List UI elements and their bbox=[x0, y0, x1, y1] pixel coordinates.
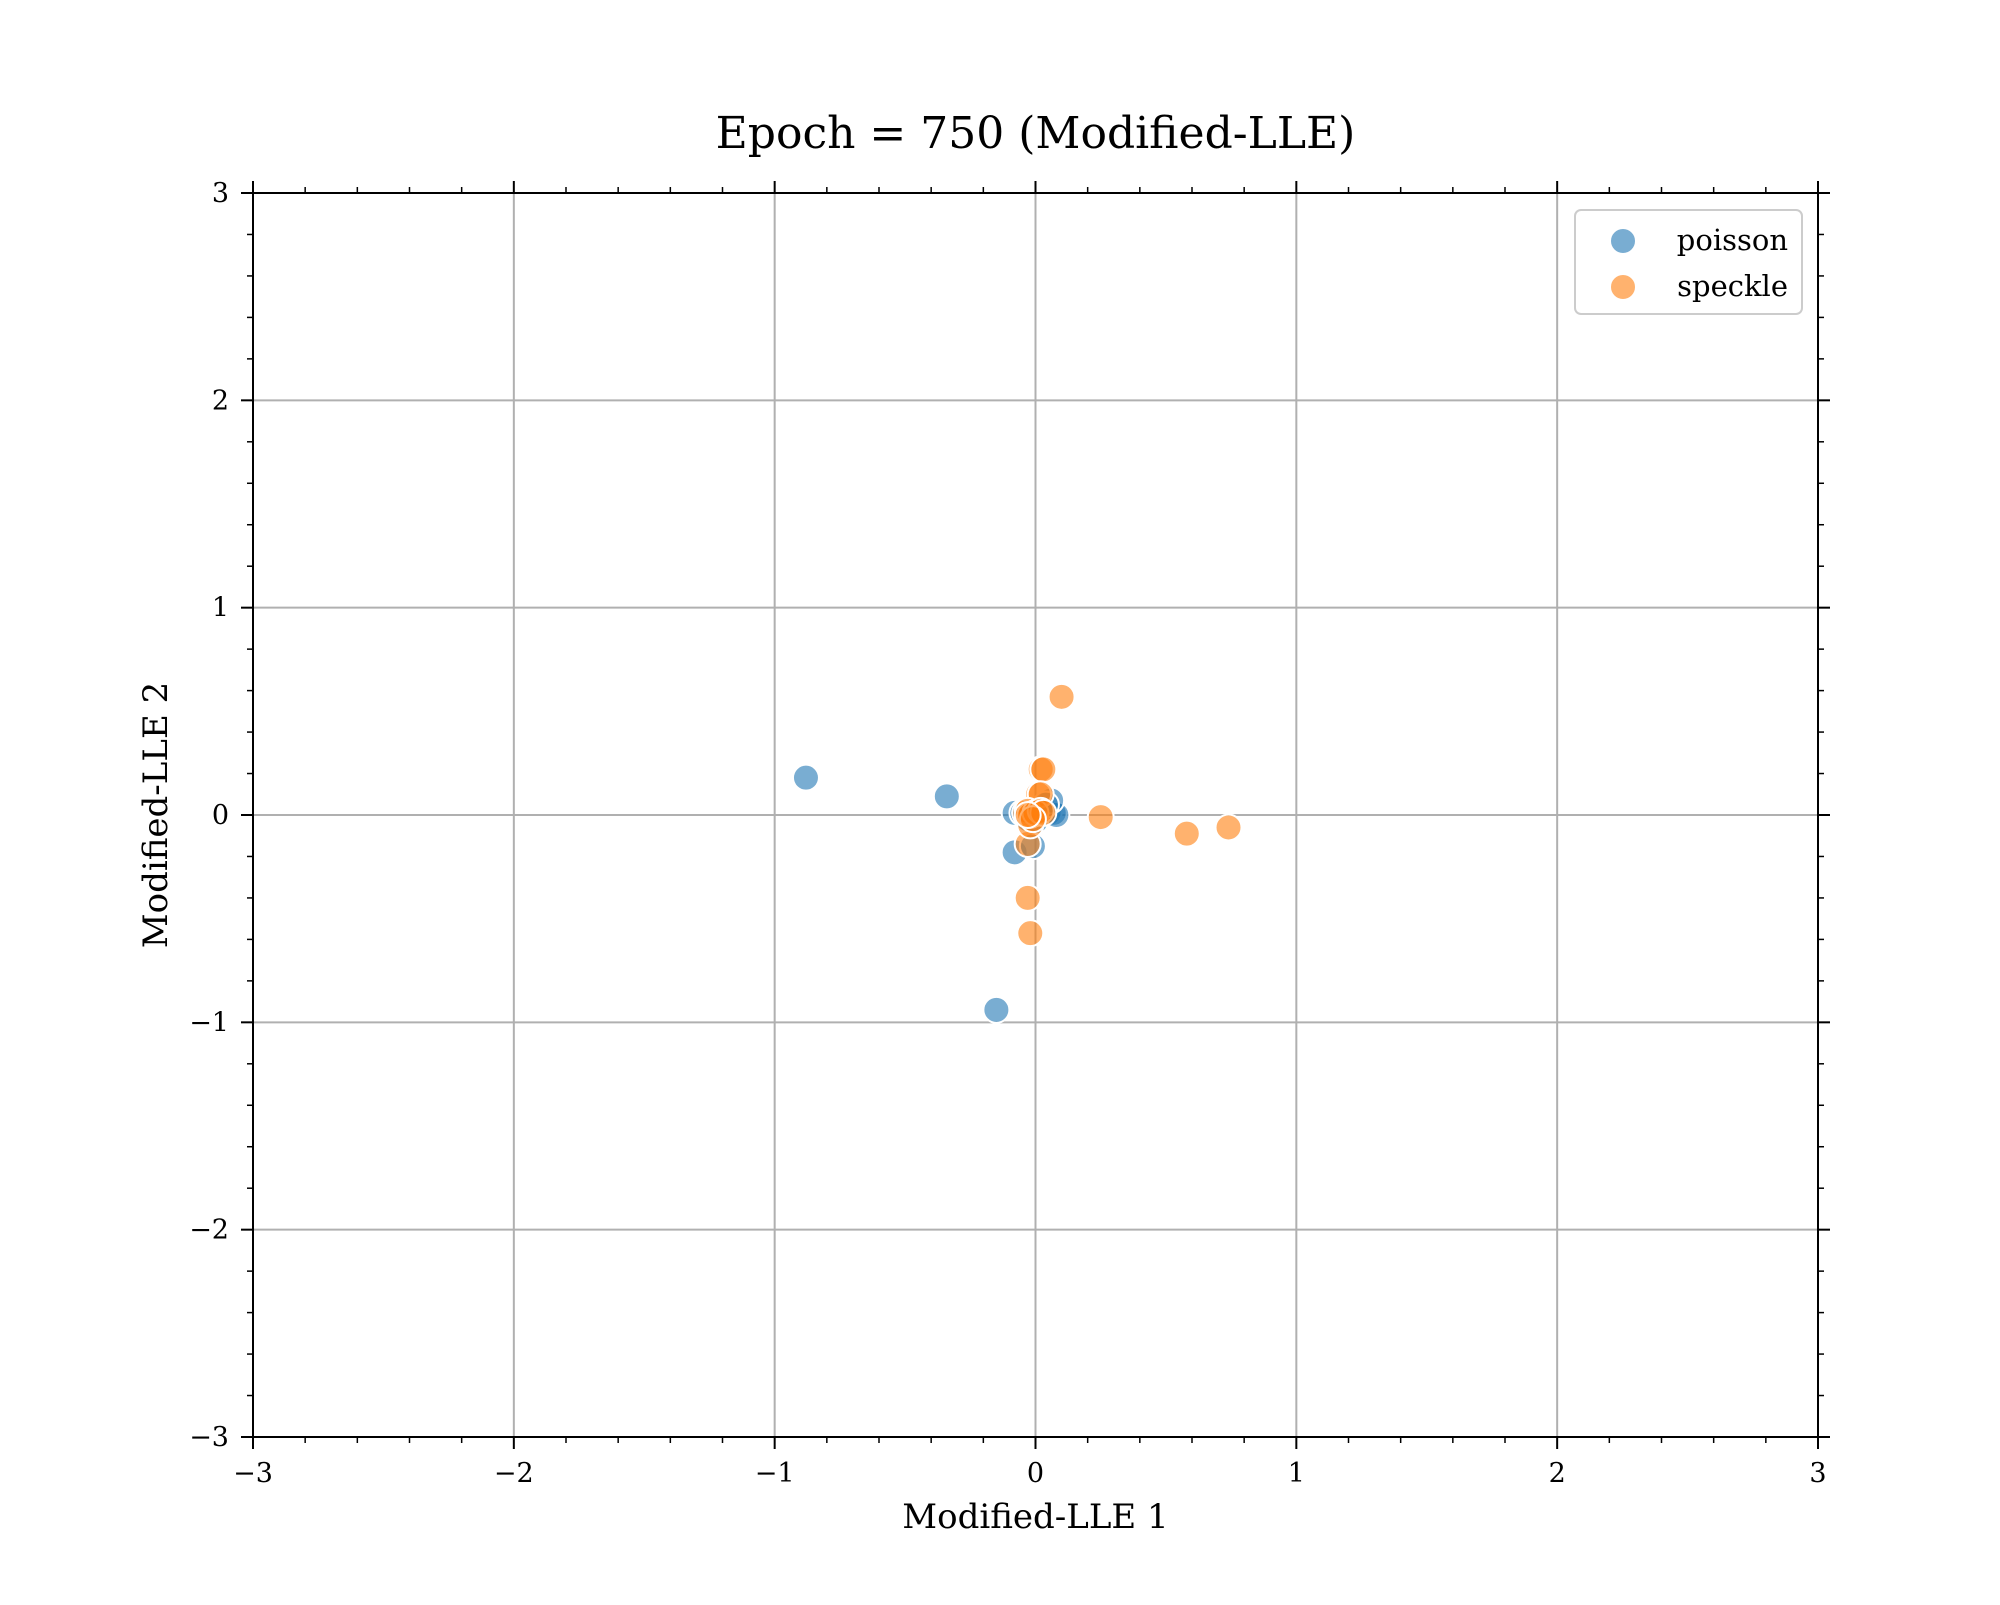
legend-label-speckle: speckle bbox=[1677, 269, 1788, 303]
data-point-speckle bbox=[1214, 813, 1243, 842]
data-point-speckle bbox=[1047, 682, 1076, 711]
data-points bbox=[791, 682, 1243, 1024]
x-tick-label: −1 bbox=[755, 1458, 795, 1489]
y-tick-label: 0 bbox=[212, 800, 229, 831]
axis-ticks: −3 −2 −1 0 1 2 3 −3 −2 −1 0 1 2 3 bbox=[189, 178, 1830, 1489]
x-tick-label: 2 bbox=[1549, 1458, 1566, 1489]
data-point-poisson bbox=[791, 763, 820, 792]
y-tick-label: 1 bbox=[212, 593, 229, 624]
y-tick-label: −3 bbox=[189, 1422, 229, 1453]
legend-marker-poisson bbox=[1609, 227, 1637, 255]
x-tick-label: −2 bbox=[494, 1458, 534, 1489]
y-tick-label: −2 bbox=[189, 1215, 229, 1246]
legend-marker-speckle bbox=[1609, 273, 1637, 301]
data-point-speckle bbox=[1013, 883, 1042, 912]
x-tick-label: 3 bbox=[1809, 1458, 1826, 1489]
y-axis-label: Modified-LLE 2 bbox=[136, 682, 176, 948]
x-tick-label: 0 bbox=[1027, 1458, 1044, 1489]
x-tick-label: 1 bbox=[1288, 1458, 1305, 1489]
legend-label-poisson: poisson bbox=[1677, 223, 1788, 257]
data-point-speckle bbox=[1016, 919, 1045, 948]
chart-title: Epoch = 750 (Modified-LLE) bbox=[716, 108, 1356, 159]
y-tick-label: −1 bbox=[189, 1007, 229, 1038]
x-tick-label: −3 bbox=[233, 1458, 273, 1489]
y-tick-label: 2 bbox=[212, 385, 229, 416]
series-speckle bbox=[1011, 682, 1243, 948]
x-axis-label: Modified-LLE 1 bbox=[902, 1497, 1168, 1537]
data-point-poisson bbox=[932, 782, 961, 811]
data-point-speckle bbox=[1086, 803, 1115, 832]
data-point-speckle bbox=[1029, 755, 1058, 784]
y-tick-label: 3 bbox=[212, 178, 229, 209]
legend: poisson speckle bbox=[1574, 209, 1803, 315]
data-point-poisson bbox=[982, 995, 1011, 1024]
data-point-speckle bbox=[1172, 819, 1201, 848]
data-point-speckle bbox=[1013, 801, 1042, 829]
